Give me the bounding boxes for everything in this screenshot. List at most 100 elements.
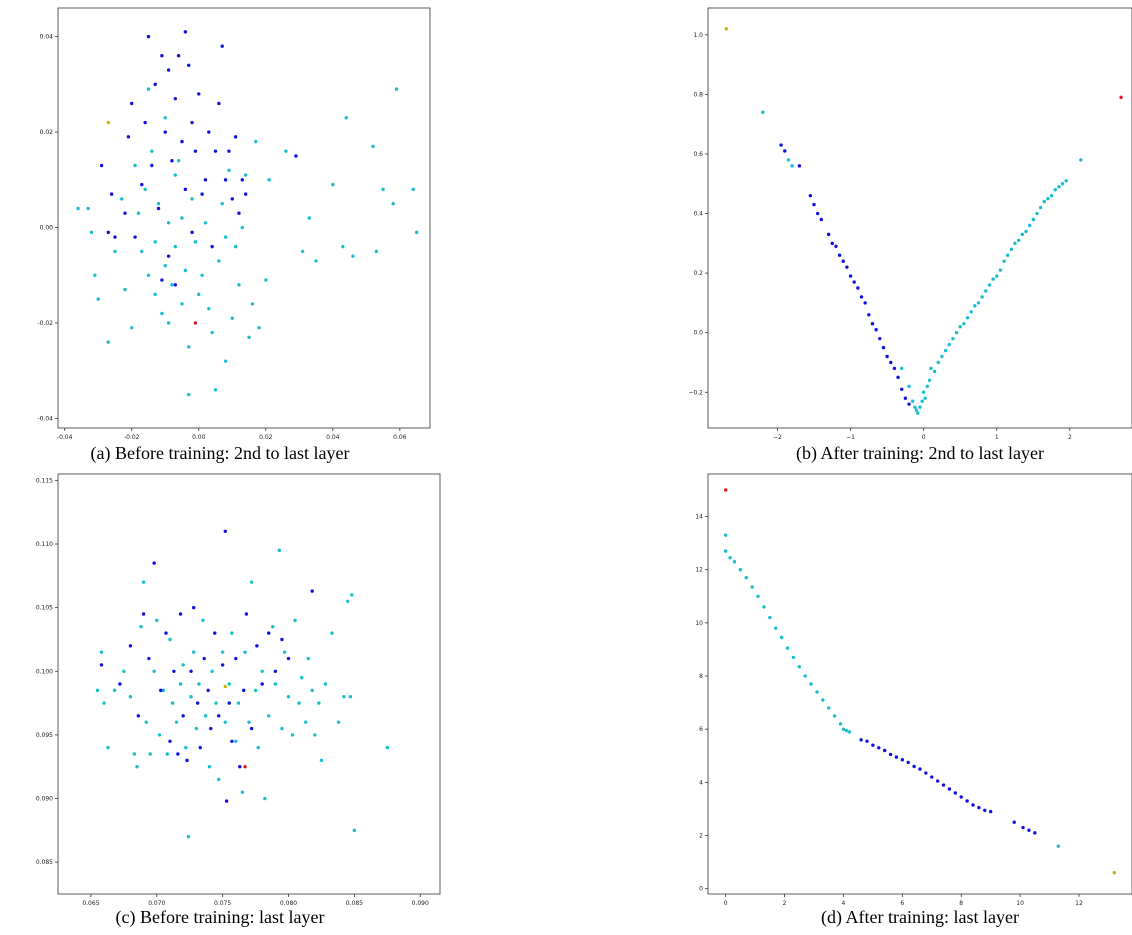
data-point-blue (113, 235, 117, 239)
data-point-blue (783, 149, 787, 153)
data-point-cyan (761, 110, 765, 114)
data-point-cyan (918, 405, 922, 409)
data-point-cyan (96, 297, 100, 301)
data-point-blue (812, 202, 816, 207)
data-point-yellow (1112, 871, 1117, 875)
data-point-blue (882, 748, 887, 753)
data-point-cyan (348, 695, 353, 699)
data-point-cyan (257, 326, 261, 330)
data-point-cyan (128, 695, 133, 699)
data-point-blue (273, 669, 278, 673)
data-point-cyan (236, 701, 241, 705)
data-point-cyan (313, 733, 317, 737)
y-tick-label: 0.4 (693, 211, 703, 218)
data-point-cyan (122, 669, 126, 673)
data-point-blue (172, 669, 176, 673)
data-point-blue (210, 244, 214, 249)
data-point-cyan (135, 765, 139, 769)
data-point-cyan (264, 278, 268, 282)
data-point-cyan (253, 688, 258, 693)
data-point-cyan (133, 163, 137, 168)
data-point-cyan (143, 187, 147, 192)
data-point-cyan (99, 650, 104, 654)
data-point-cyan (750, 585, 754, 589)
data-point-cyan (723, 549, 728, 553)
x-tick-label: 0 (724, 900, 728, 907)
data-point-blue (877, 746, 881, 750)
data-point-cyan (174, 720, 179, 724)
data-point-cyan (314, 259, 318, 263)
data-point-cyan (113, 249, 117, 254)
data-point-blue (244, 612, 249, 616)
data-point-cyan (181, 663, 185, 667)
data-point-cyan (89, 230, 94, 235)
data-point-cyan (815, 690, 819, 694)
data-point-blue (203, 178, 208, 182)
data-point-cyan (921, 390, 926, 394)
data-point-blue (198, 745, 202, 750)
data-point-cyan (112, 688, 117, 693)
data-point-cyan (344, 116, 348, 120)
data-point-blue (881, 345, 886, 350)
data-point-blue (173, 283, 177, 287)
data-point-blue (918, 767, 922, 771)
data-point-cyan (249, 580, 254, 584)
data-point-blue (255, 644, 259, 648)
data-point-blue (848, 274, 853, 278)
data-point-blue (176, 54, 181, 58)
data-point-cyan (976, 301, 981, 305)
data-point-blue (213, 631, 217, 635)
data-point-blue (867, 313, 871, 317)
data-point-blue (863, 301, 867, 305)
data-point-blue (238, 765, 242, 769)
data-point-blue (230, 739, 234, 743)
data-point-blue (977, 805, 981, 810)
data-point-blue (147, 656, 151, 661)
data-point-cyan (1009, 247, 1014, 251)
data-point-blue (178, 612, 183, 616)
data-point-blue (156, 206, 161, 211)
data-point-cyan (732, 560, 737, 564)
data-point-cyan (132, 752, 137, 756)
data-point-cyan (166, 221, 171, 225)
data-point-cyan (756, 594, 760, 598)
data-point-cyan (207, 306, 211, 311)
data-point-cyan (194, 726, 199, 731)
data-point-blue (826, 232, 831, 237)
y-tick-label: 10 (695, 620, 703, 627)
data-point-blue (971, 803, 975, 807)
data-point-cyan (331, 182, 335, 187)
data-point-blue (152, 561, 156, 565)
data-point-cyan (243, 173, 248, 177)
data-point-blue (227, 701, 231, 705)
data-point-cyan (844, 728, 849, 733)
data-point-blue (907, 402, 911, 406)
data-point-cyan (821, 698, 825, 702)
data-point-cyan (951, 336, 955, 341)
data-point-cyan (271, 625, 275, 629)
data-point-cyan (832, 714, 837, 718)
y-tick-label: -0.04 (37, 415, 53, 422)
data-point-blue (900, 387, 904, 391)
data-point-blue (834, 244, 838, 248)
data-point-cyan (1024, 229, 1028, 234)
data-point-blue (859, 295, 864, 299)
data-point-cyan (210, 669, 214, 673)
data-point-blue (190, 230, 194, 235)
data-point-cyan (346, 599, 350, 603)
data-point-cyan (1016, 238, 1021, 243)
data-point-blue (220, 663, 225, 667)
data-point-blue (260, 682, 264, 686)
data-point-blue (819, 217, 824, 222)
data-point-blue (249, 726, 254, 731)
data-point-cyan (76, 206, 80, 211)
data-point-cyan (847, 730, 852, 734)
data-point-cyan (995, 274, 999, 278)
data-point-cyan (250, 302, 255, 306)
data-point-cyan (153, 292, 157, 297)
data-point-blue (903, 396, 908, 400)
data-point-blue (143, 120, 147, 125)
data-point-blue (830, 241, 834, 246)
data-point-cyan (932, 369, 937, 374)
data-point-cyan (201, 618, 205, 623)
